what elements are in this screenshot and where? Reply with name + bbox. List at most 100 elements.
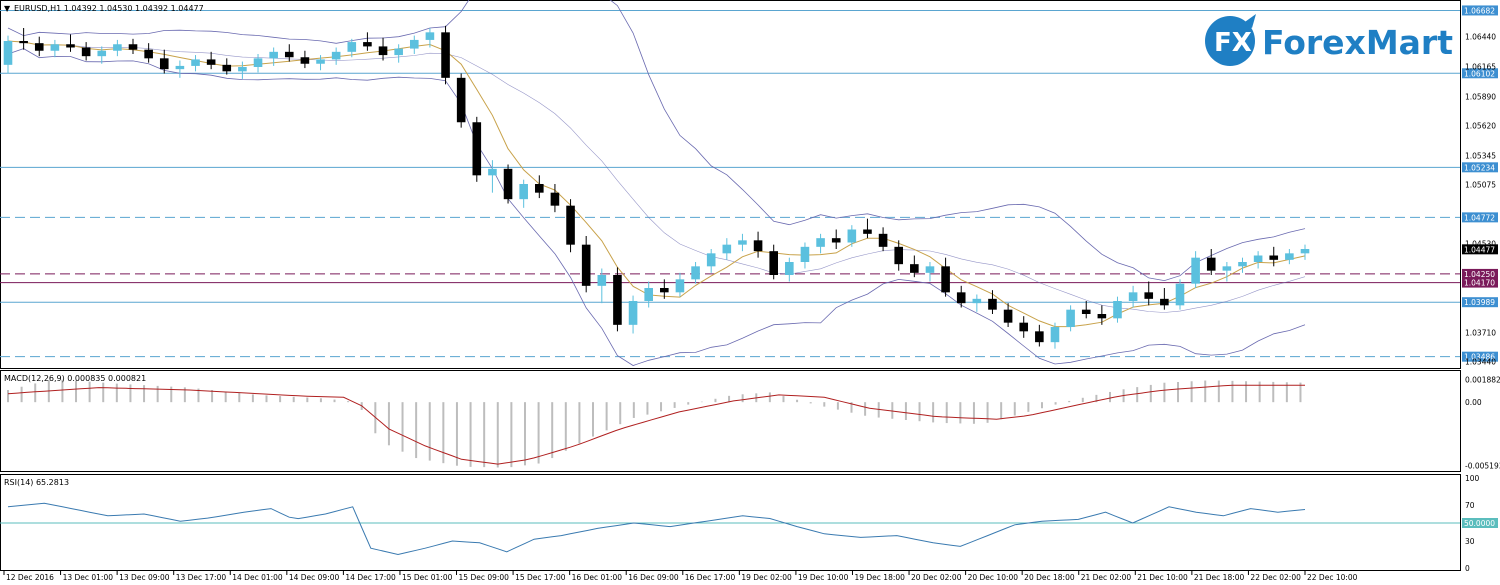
macd-tick-label: 0.001882 (1465, 375, 1500, 384)
candle-body (769, 251, 778, 275)
time-tick-label: 13 Dec 01:00 (63, 573, 114, 582)
time-tick-label: 15 Dec 17:00 (515, 573, 566, 582)
candle-body (456, 77, 466, 123)
candle-body (394, 48, 403, 56)
candle-body (488, 168, 497, 176)
candle-body (1003, 309, 1013, 323)
level-badge-label: 1.06682 (1464, 6, 1495, 15)
candle-body (409, 39, 419, 49)
price-tick-label: 1.05345 (1465, 151, 1496, 160)
candle-body (128, 44, 138, 50)
moving-average (7, 40, 1306, 328)
candle-body (81, 47, 91, 57)
level-badge-label: 1.06102 (1464, 69, 1495, 78)
candle-body (910, 264, 919, 273)
candle-body (581, 244, 591, 286)
candle-body (535, 184, 544, 193)
candle-body (316, 59, 325, 64)
level-badge (1462, 5, 1498, 16)
candle-body (1300, 249, 1310, 254)
candle-body (3, 41, 13, 65)
candle-body (1113, 301, 1122, 319)
candle-body (863, 229, 872, 234)
price-tick-label: 1.05620 (1465, 122, 1496, 131)
price-tick-label: 1.05890 (1465, 92, 1496, 101)
candle-body (331, 51, 341, 60)
candle-body (144, 49, 153, 59)
level-badge-label: 1.03486 (1464, 353, 1495, 362)
candle-body (925, 266, 935, 273)
price-tick-label: 1.03710 (1465, 328, 1496, 337)
time-tick-label: 14 Dec 01:00 (232, 573, 283, 582)
candle-body (113, 44, 122, 51)
dropdown-arrow-icon[interactable]: ▼ (4, 4, 11, 13)
candle-body (1066, 309, 1075, 327)
bollinger-lower (7, 48, 1306, 366)
candle-body (675, 279, 685, 293)
candle-body (472, 122, 482, 176)
candle-body (1160, 298, 1169, 306)
candle-body (1253, 255, 1263, 262)
candle-body (441, 32, 450, 78)
level-lines (0, 9, 1460, 358)
level-badge (1462, 162, 1498, 173)
time-tick-label: 20 Dec 10:00 (968, 573, 1019, 582)
candle-body (425, 32, 435, 40)
candle-body (847, 229, 857, 243)
rsi-line (7, 502, 1306, 556)
time-tick-label: 22 Dec 02:00 (1250, 573, 1301, 582)
candle-body (347, 42, 357, 52)
candle-body (19, 41, 28, 44)
candle-body (269, 51, 278, 59)
bollinger-middle (7, 40, 1306, 313)
time-tick-label: 13 Dec 17:00 (176, 573, 227, 582)
candle-body (238, 67, 247, 72)
time-tick-label: 22 Dec 10:00 (1307, 573, 1358, 582)
time-tick-label: 21 Dec 10:00 (1137, 573, 1188, 582)
candle-body (956, 292, 966, 304)
time-tick-label: 13 Dec 09:00 (119, 573, 170, 582)
candle-body (253, 58, 263, 67)
price-tick-label: 1.06165 (1465, 62, 1496, 71)
candle-body (159, 58, 169, 70)
time-tick-label: 21 Dec 02:00 (1081, 573, 1132, 582)
candle-body (519, 184, 528, 200)
candle-body (660, 288, 669, 293)
time-tick-label: 14 Dec 17:00 (345, 573, 396, 582)
main-panel-frame (0, 0, 1461, 369)
candle-body (363, 42, 372, 47)
candle-body (941, 266, 950, 293)
rsi-tick-label: 50.0000 (1464, 519, 1495, 528)
candle-body (1285, 253, 1294, 260)
symbol-header: EURUSD,H1 1.04392 1.04530 1.04392 1.0447… (14, 4, 204, 13)
candle-body (785, 262, 794, 275)
rsi-tick-label: 30 (1465, 537, 1475, 546)
candle-body (1206, 257, 1216, 271)
time-tick-label: 19 Dec 02:00 (741, 573, 792, 582)
level-badge (1462, 244, 1498, 255)
price-tick-label: 1.04530 (1465, 240, 1496, 249)
level-badge (1462, 351, 1498, 362)
candle-body (50, 44, 60, 51)
rsi-tick-label: 70 (1465, 501, 1475, 510)
candle-body (831, 238, 841, 243)
bollinger-upper (7, 0, 1306, 282)
candle-body (597, 275, 607, 286)
candle-body (34, 43, 44, 51)
level-badge (1462, 68, 1498, 79)
level-badge-label: 1.04250 (1464, 270, 1495, 279)
candle-body (566, 205, 575, 245)
time-tick-label: 16 Dec 17:00 (685, 573, 736, 582)
time-tick-label: 16 Dec 09:00 (628, 573, 679, 582)
candle-body (894, 246, 904, 265)
level-badge-label: 1.05234 (1464, 163, 1495, 172)
macd-series (7, 379, 1305, 468)
candles (3, 25, 1310, 349)
candle-body (1019, 322, 1029, 332)
candle-body (753, 240, 763, 252)
time-tick-label: 20 Dec 18:00 (1024, 573, 1075, 582)
candle-body (878, 233, 888, 247)
candle-body (206, 59, 216, 65)
candle-body (1175, 283, 1185, 306)
